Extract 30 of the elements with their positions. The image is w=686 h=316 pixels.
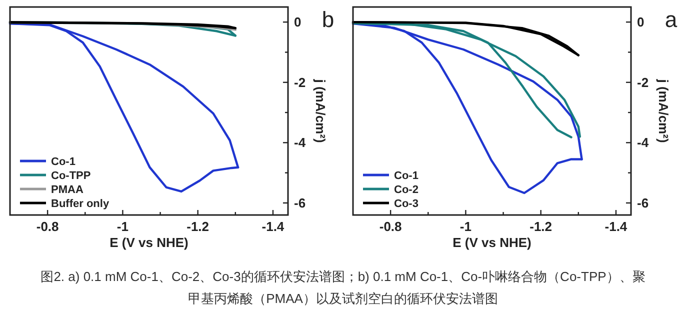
legend-label: Co-1 — [394, 170, 418, 182]
text: b — [322, 7, 334, 32]
y-tick-label: 0 — [294, 14, 302, 30]
y-tick-label: -4 — [637, 135, 650, 150]
x-tick-label: -0.8 — [379, 219, 402, 234]
y-tick-label: -2 — [637, 74, 649, 90]
x-tick-label: -1 — [116, 219, 128, 234]
caption: 图2. a) 0.1 mM Co-1、Co-2、Co-3的循环伏安法谱图；b) 0.1 mM Co-1、Co-卟啉络合物（Co-TPP）、聚甲基丙烯酸（PMAA）以及试剂空白的循环伏安法谱图 — [40, 268, 646, 308]
y-tick-label: -4 — [294, 135, 306, 150]
x-axis-title: E (V vs NHE) — [452, 235, 532, 250]
x-tick-label: -1.2 — [530, 219, 552, 234]
text: a — [664, 7, 678, 32]
y-tick-label: -6 — [637, 195, 649, 210]
legend-label: PMAA — [51, 184, 84, 196]
x-tick-label: -1.4 — [604, 219, 628, 234]
y-axis-title: j (mA/cm²) — [313, 78, 328, 143]
legend-label: Buffer only — [51, 198, 110, 210]
legend-label: Co-TPP — [51, 170, 91, 182]
y-tick-label: 0 — [637, 14, 644, 30]
x-axis-title: E (V vs NHE) — [110, 235, 188, 250]
y-tick-label: -6 — [294, 195, 306, 210]
y-tick-label: -2 — [294, 74, 306, 90]
legend-label: Co-1 — [51, 156, 76, 168]
x-tick-label: -0.8 — [36, 219, 59, 234]
legend-label: Co-3 — [394, 198, 418, 210]
y-axis-title: j (mA/cm²) — [656, 78, 671, 143]
x-tick-label: -1 — [460, 219, 472, 234]
x-tick-label: -1.4 — [262, 219, 285, 234]
legend-label: Co-2 — [394, 184, 418, 196]
x-tick-label: -1.2 — [186, 219, 210, 234]
